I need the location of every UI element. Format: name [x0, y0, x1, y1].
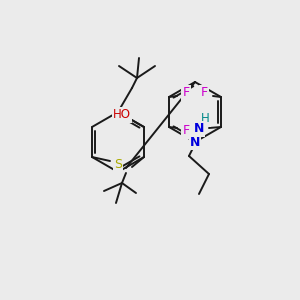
Text: S: S — [114, 158, 122, 172]
Text: F: F — [182, 86, 190, 100]
Text: HO: HO — [113, 109, 131, 122]
Text: N: N — [194, 122, 204, 136]
Text: H: H — [201, 112, 209, 125]
Text: N: N — [190, 136, 200, 148]
Text: F: F — [200, 86, 208, 100]
Text: F: F — [182, 124, 190, 137]
